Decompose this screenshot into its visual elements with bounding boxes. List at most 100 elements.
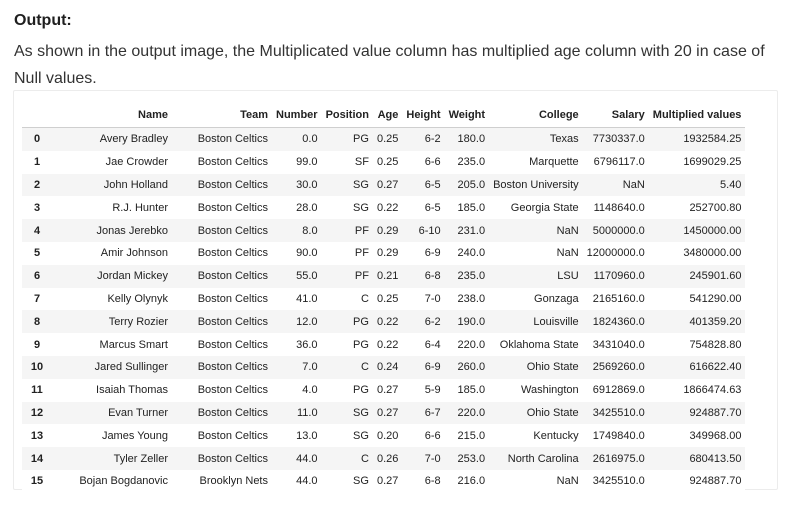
table-cell: 240.0 [457, 247, 486, 260]
table-cell: 260.0 [457, 361, 486, 374]
table-cell: NaN [556, 247, 579, 260]
table-cell: NaN [556, 475, 579, 488]
table-cell: 8.0 [302, 224, 318, 237]
row-index: 9 [33, 338, 41, 351]
table-cell: 3425510.0 [592, 406, 645, 419]
table-row: 8 Terry Rozier Boston Celtics 12.0 PG 0.22 6-2… [22, 310, 746, 334]
row-index: 8 [33, 315, 41, 328]
table-cell: PF [354, 224, 369, 237]
table-cell: NaN [556, 224, 579, 237]
table-cell: 0.29 [376, 224, 399, 237]
table-cell: Boston Celtics [197, 247, 268, 260]
table-cell: 6-6 [424, 429, 441, 442]
table-cell: Boston Celtics [197, 315, 268, 328]
table-cell: 5000000.0 [592, 224, 645, 237]
table-cell: 924887.70 [689, 406, 742, 419]
table-body: 0 Avery Bradley Boston Celtics 0.0 PG 0.25 6-2… [22, 127, 746, 493]
table-cell: Washington [520, 384, 579, 397]
table-cell: Louisville [533, 315, 579, 328]
table-row: 15 Bojan Bogdanovic Brooklyn Nets 44.0 SG 0.2… [22, 469, 746, 493]
table-cell: 28.0 [296, 201, 318, 214]
table-row: 5 Amir Johnson Boston Celtics 90.0 PF 0.29 6-9… [22, 241, 746, 265]
table-cell: 1824360.0 [592, 315, 645, 328]
column-header: Number [272, 103, 322, 128]
table-cell: 7730337.0 [592, 133, 645, 146]
table-cell: 41.0 [296, 292, 318, 305]
table-row: 12 Evan Turner Boston Celtics 11.0 SG 0.27 6-7… [22, 401, 746, 425]
column-header: Name [52, 103, 172, 128]
table-cell: 6-7 [424, 406, 441, 419]
table-cell: Amir Johnson [100, 247, 168, 260]
row-index: 3 [33, 201, 41, 214]
row-index: 14 [30, 452, 44, 465]
table-cell: 0.21 [376, 270, 399, 283]
row-index: 11 [31, 384, 43, 397]
table-cell: 235.0 [457, 270, 486, 283]
table-cell: 0.24 [376, 361, 399, 374]
table-cell: 12.0 [296, 315, 318, 328]
table-cell: 6-8 [424, 475, 441, 488]
table-cell: Boston Celtics [197, 292, 268, 305]
row-index: 0 [33, 133, 41, 146]
table-cell: 0.27 [376, 475, 399, 488]
table-cell: 541290.00 [689, 292, 742, 305]
table-cell: Boston Celtics [197, 156, 268, 169]
table-row: 3 R.J. Hunter Boston Celtics 28.0 SG 0.22 6-5 1… [22, 196, 746, 220]
table-cell: 0.27 [376, 406, 399, 419]
output-description: As shown in the output image, the Multip… [14, 43, 765, 87]
table-cell: 1170960.0 [593, 270, 645, 283]
table-cell: 216.0 [457, 475, 486, 488]
table-cell: 238.0 [457, 292, 486, 305]
table-cell: Boston University [493, 178, 579, 191]
table-cell: 2616975.0 [592, 452, 645, 465]
column-header: Multiplied values [648, 103, 746, 128]
table-cell: 55.0 [296, 270, 318, 283]
column-header: Age [372, 103, 403, 128]
table-cell: 252700.80 [689, 201, 742, 214]
table-cell: 180.0 [457, 133, 486, 146]
row-index: 4 [33, 224, 41, 237]
row-index: 10 [30, 361, 44, 374]
table-cell: 3431040.0 [592, 338, 645, 351]
table-cell: Boston Celtics [197, 224, 268, 237]
table-cell: 6-2 [424, 315, 441, 328]
table-cell: 6-5 [424, 178, 441, 191]
table-cell: 36.0 [296, 338, 318, 351]
table-cell: 220.0 [457, 406, 486, 419]
table-row: 4 Jonas Jerebko Boston Celtics 8.0 PF 0.29 6-1… [22, 219, 746, 242]
table-cell: Georgia State [510, 201, 579, 214]
table-cell: Ohio State [526, 361, 579, 374]
table-cell: 924887.70 [689, 475, 742, 488]
table-cell: 7-0 [424, 292, 441, 305]
row-index: 13 [30, 429, 44, 442]
column-header: Height [402, 103, 445, 128]
output-heading: Output: [14, 12, 72, 29]
table-cell: 6-9 [424, 361, 441, 374]
table-cell: Boston Celtics [197, 384, 268, 397]
table-cell: C [361, 292, 369, 305]
column-header: Team [172, 103, 272, 128]
table-cell: John Holland [103, 178, 168, 191]
table-cell: 6-8 [424, 270, 441, 283]
table-cell: 754828.80 [689, 338, 742, 351]
table-cell: SG [353, 475, 369, 488]
table-cell: Boston Celtics [197, 338, 268, 351]
table-cell: 0.22 [376, 315, 399, 328]
row-index: 1 [33, 156, 41, 169]
table-cell: 401359.20 [689, 315, 742, 328]
table-cell: Avery Bradley [99, 133, 168, 146]
column-header: Weight [444, 103, 490, 128]
table-cell: 0.22 [376, 338, 399, 351]
table-cell: 6-9 [424, 247, 441, 260]
table-cell: SG [353, 429, 369, 442]
table-cell: Texas [549, 133, 579, 146]
table-row: 7 Kelly Olynyk Boston Celtics 41.0 C 0.25 7-0 2… [22, 287, 746, 311]
table-cell: 235.0 [457, 156, 486, 169]
table-row: 0 Avery Bradley Boston Celtics 0.0 PG 0.25 6-2… [22, 127, 746, 151]
table-cell: Kelly Olynyk [107, 292, 168, 305]
table-row: 2 John Holland Boston Celtics 30.0 SG 0.27 6-5… [22, 173, 746, 197]
row-index: 6 [33, 270, 41, 283]
table-cell: 99.0 [296, 156, 318, 169]
table-cell: 6-4 [424, 338, 441, 351]
